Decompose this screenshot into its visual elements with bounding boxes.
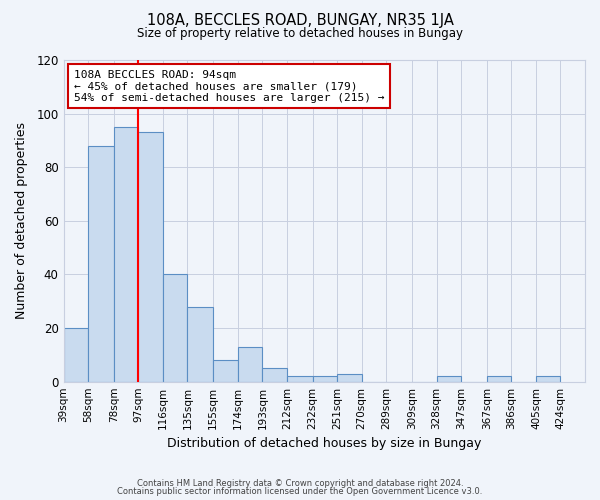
Bar [536, 376, 560, 382]
Bar [64, 328, 88, 382]
Text: Contains HM Land Registry data © Crown copyright and database right 2024.: Contains HM Land Registry data © Crown c… [137, 478, 463, 488]
Bar [187, 306, 213, 382]
Bar [163, 274, 187, 382]
Bar [139, 132, 163, 382]
Text: 108A, BECCLES ROAD, BUNGAY, NR35 1JA: 108A, BECCLES ROAD, BUNGAY, NR35 1JA [146, 12, 454, 28]
Bar [287, 376, 313, 382]
Y-axis label: Number of detached properties: Number of detached properties [15, 122, 28, 320]
Bar [88, 146, 114, 382]
Bar [114, 127, 139, 382]
Text: 108A BECCLES ROAD: 94sqm
← 45% of detached houses are smaller (179)
54% of semi-: 108A BECCLES ROAD: 94sqm ← 45% of detach… [74, 70, 385, 103]
X-axis label: Distribution of detached houses by size in Bungay: Distribution of detached houses by size … [167, 437, 481, 450]
Bar [487, 376, 511, 382]
Bar [313, 376, 337, 382]
Text: Size of property relative to detached houses in Bungay: Size of property relative to detached ho… [137, 28, 463, 40]
Text: Contains public sector information licensed under the Open Government Licence v3: Contains public sector information licen… [118, 487, 482, 496]
Bar [337, 374, 362, 382]
Bar [238, 347, 262, 382]
Bar [262, 368, 287, 382]
Bar [437, 376, 461, 382]
Bar [213, 360, 238, 382]
